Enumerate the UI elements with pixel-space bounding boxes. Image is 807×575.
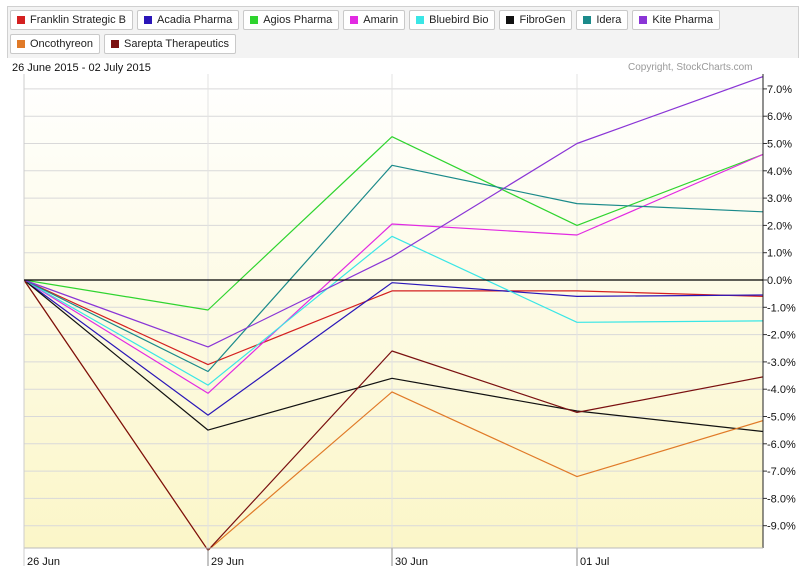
legend-swatch: [639, 16, 648, 24]
legend-label: Agios Pharma: [263, 14, 333, 26]
y-tick-label: -2.0%: [767, 330, 796, 342]
y-tick-label: -1.0%: [767, 302, 796, 314]
y-tick-label: -6.0%: [767, 439, 796, 451]
legend-label: Kite Pharma: [652, 14, 713, 26]
series-line-agios-pharma: [23, 136, 764, 311]
legend-item[interactable]: Kite Pharma: [632, 10, 720, 30]
legend-swatch: [250, 16, 259, 24]
legend-swatch: [110, 40, 119, 48]
legend-item[interactable]: Franklin Strategic B: [10, 10, 133, 30]
x-tick-label: 29 Jun: [211, 556, 244, 568]
y-tick-label: 2.0%: [767, 220, 792, 232]
y-tick-label: 1.0%: [767, 248, 792, 260]
y-tick-label: 5.0%: [767, 139, 792, 151]
legend-label: Amarin: [363, 14, 399, 26]
y-tick-label: -3.0%: [767, 357, 796, 369]
legend-item[interactable]: Bluebird Bio: [409, 10, 496, 30]
legend-item[interactable]: FibroGen: [499, 10, 573, 30]
x-tick-label: 30 Jun: [395, 556, 428, 568]
legend-label: Idera: [596, 14, 622, 26]
legend-swatch: [583, 16, 592, 24]
series-line-sarepta-therapeutics: [23, 279, 764, 551]
plot-background: [24, 74, 763, 548]
copyright-text: Copyright, StockCharts.com: [628, 62, 753, 73]
legend-label: Franklin Strategic B: [30, 14, 126, 26]
series-line-idera: [23, 164, 764, 373]
y-tick-label: 4.0%: [767, 166, 792, 178]
legend-label: Acadia Pharma: [156, 14, 233, 26]
y-tick-label: -7.0%: [767, 466, 796, 478]
legend-item[interactable]: Sarepta Therapeutics: [103, 34, 236, 54]
legend-label: FibroGen: [519, 14, 566, 26]
y-tick-label: 7.0%: [767, 84, 792, 96]
legend-swatch: [17, 40, 25, 48]
legend-item[interactable]: Idera: [576, 10, 629, 30]
legend-swatch: [143, 16, 152, 24]
y-tick-label: 0.0%: [767, 275, 792, 287]
y-tick-label: 6.0%: [767, 111, 792, 123]
y-tick-label: -8.0%: [767, 493, 796, 505]
legend-swatch: [416, 16, 425, 24]
legend-swatch: [17, 16, 25, 24]
y-tick-label: -4.0%: [767, 384, 796, 396]
series-line-kite-pharma: [23, 76, 764, 348]
y-tick-label: -5.0%: [767, 412, 796, 424]
series-line-amarin: [23, 153, 764, 394]
legend-item[interactable]: Oncothyreon: [10, 34, 100, 54]
legend-label: Bluebird Bio: [429, 14, 489, 26]
legend-label: Oncothyreon: [30, 38, 93, 50]
series-line-franklin-strategic-b: [23, 279, 764, 366]
legend-item[interactable]: Amarin: [343, 10, 406, 30]
series-line-fibrogen: [23, 279, 764, 433]
legend-swatch: [506, 16, 515, 24]
legend-label: Sarepta Therapeutics: [123, 38, 229, 50]
legend-swatch: [350, 16, 359, 24]
legend: Franklin Strategic B Acadia Pharma Agios P…: [10, 10, 790, 54]
x-tick-label: 01 Jul: [580, 556, 609, 568]
legend-item[interactable]: Acadia Pharma: [136, 10, 240, 30]
x-tick-label: 26 Jun: [27, 556, 60, 568]
series-line-acadia-pharma: [23, 279, 764, 416]
y-tick-label: 3.0%: [767, 193, 792, 205]
series-line-bluebird-bio: [23, 235, 764, 386]
date-range: 26 June 2015 - 02 July 2015: [12, 62, 151, 74]
y-tick-label: -9.0%: [767, 521, 796, 533]
legend-item[interactable]: Agios Pharma: [243, 10, 340, 30]
